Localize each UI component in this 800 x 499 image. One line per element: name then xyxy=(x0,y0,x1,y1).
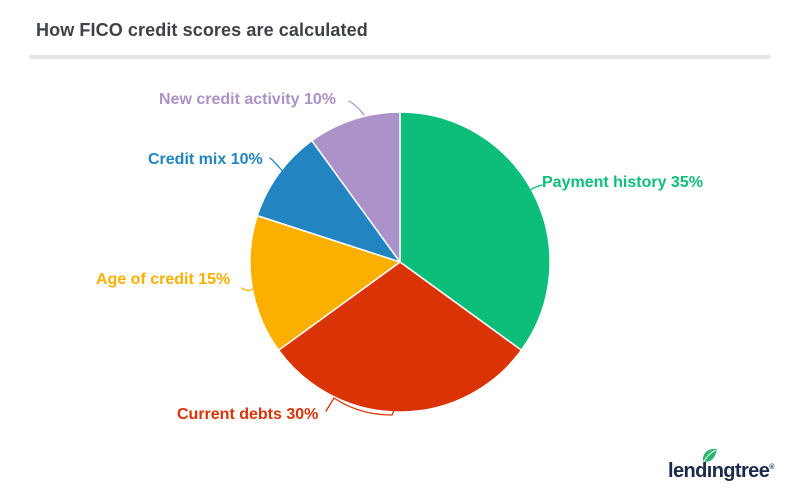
label-new-credit-activity: New credit activity 10% xyxy=(159,91,336,108)
leader-line-current-debts xyxy=(325,397,396,416)
pie-slice-age-of-credit xyxy=(249,214,401,351)
leader-line-credit-mix xyxy=(269,157,286,175)
label-age-of-credit: Age of credit 15% xyxy=(96,271,231,288)
registered-mark: ® xyxy=(769,464,775,471)
title-divider xyxy=(29,55,770,59)
logo-text-suffix: ngtree xyxy=(711,460,770,482)
pie-slices xyxy=(249,111,551,413)
logo-text-dotless-i: ı xyxy=(706,460,713,482)
pie-slice-payment-history xyxy=(399,111,551,351)
pie-slice-new-credit-activity xyxy=(311,111,401,263)
logo-wordmark: lendıngtree® xyxy=(668,460,774,482)
label-current-debts: Current debts 30% xyxy=(177,406,319,423)
leader-line-payment-history xyxy=(522,184,543,198)
pie-slice-credit-mix xyxy=(256,139,401,263)
logo-text-prefix: lend xyxy=(668,460,707,482)
pie-slice-current-debts xyxy=(277,261,523,413)
leader-line-age-of-credit xyxy=(241,282,266,292)
lendingtree-logo: lendıngtree® xyxy=(668,447,788,487)
leaf-icon xyxy=(702,448,717,463)
label-payment-history: Payment history 35% xyxy=(542,174,703,191)
page-title: How FICO credit scores are calculated xyxy=(36,20,368,40)
label-credit-mix: Credit mix 10% xyxy=(148,151,263,168)
leader-line-new-credit-activity xyxy=(348,100,365,116)
